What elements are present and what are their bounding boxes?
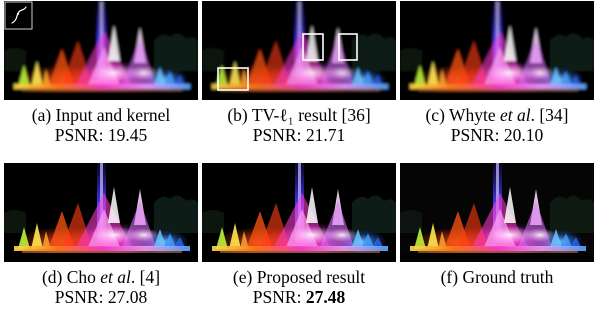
panel-a: (a) Input and kernel PSNR: 19.45 [4,1,198,145]
caption-c: (c) Whyte et al. [34] [425,105,569,125]
psnr-d: PSNR: 27.08 [54,287,148,307]
ground-truth-image [400,163,594,262]
caption-b: (b) TV-ℓ₁ result [36] [227,105,371,125]
psnr-a: PSNR: 19.45 [54,125,148,145]
cho-result-image [4,163,198,262]
whyte-result-image [400,1,594,100]
caption-e: (e) Proposed result [232,267,366,287]
psnr-e: PSNR: 27.48 [252,287,346,307]
psnr-c: PSNR: 20.10 [450,125,544,145]
input-image-with-kernel [4,1,198,100]
panel-c: (c) Whyte et al. [34] PSNR: 20.10 [400,1,594,145]
caption-a: (a) Input and kernel [31,105,171,125]
tv-l1-result-image [202,1,396,100]
panel-b: (b) TV-ℓ₁ result [36] PSNR: 21.71 [202,1,396,145]
proposed-result-image [202,163,396,262]
blur-kernel-icon [4,1,33,30]
caption-d: (d) Cho et al. [4] [41,267,161,287]
panel-d: (d) Cho et al. [4] PSNR: 27.08 [4,163,198,307]
panel-e: (e) Proposed result PSNR: 27.48 [202,163,396,307]
psnr-b: PSNR: 21.71 [252,125,346,145]
caption-f: (f) Ground truth [440,267,554,287]
panel-f: (f) Ground truth [400,163,594,287]
